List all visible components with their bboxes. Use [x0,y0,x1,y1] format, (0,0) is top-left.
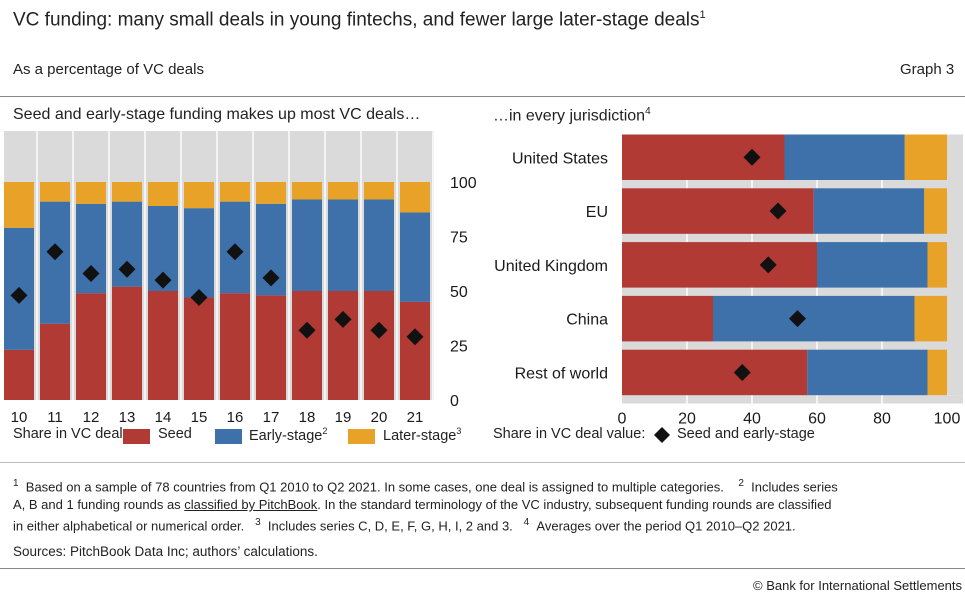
svg-text:15: 15 [191,409,208,426]
svg-text:United Kingdom: United Kingdom [494,258,608,275]
svg-text:17: 17 [263,409,280,426]
svg-text:10: 10 [11,409,28,426]
svg-text:11: 11 [47,409,63,426]
svg-text:China: China [566,312,608,329]
svg-text:Rest of world: Rest of world [515,365,608,382]
svg-text:14: 14 [155,409,172,426]
svg-text:0: 0 [450,393,459,410]
svg-text:16: 16 [227,409,244,426]
svg-text:80: 80 [873,411,891,428]
svg-text:United States: United States [512,150,608,167]
svg-text:20: 20 [371,409,388,426]
svg-text:100: 100 [450,175,477,192]
svg-text:0: 0 [618,411,627,428]
svg-text:50: 50 [450,284,468,301]
svg-text:40: 40 [743,411,761,428]
svg-text:100: 100 [934,411,961,428]
svg-text:60: 60 [808,411,826,428]
svg-text:21: 21 [407,409,424,426]
svg-text:25: 25 [450,339,468,356]
svg-text:19: 19 [335,409,352,426]
svg-text:EU: EU [586,204,608,221]
svg-text:12: 12 [83,409,100,426]
svg-text:20: 20 [678,411,696,428]
svg-text:75: 75 [450,230,468,247]
svg-text:18: 18 [299,409,316,426]
svg-text:13: 13 [119,409,136,426]
